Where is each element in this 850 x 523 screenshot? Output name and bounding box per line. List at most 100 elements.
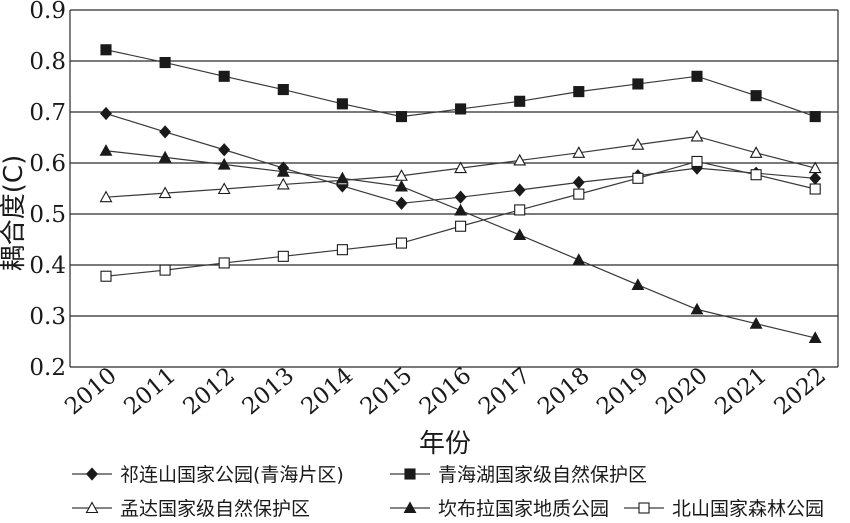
x-tick-label: 2011 (119, 363, 181, 421)
data-point (572, 175, 585, 190)
legend-label: 孟达国家级自然保护区 (120, 498, 310, 520)
series-line (105, 160, 816, 277)
x-axis-title: 年份 (419, 429, 471, 459)
data-point (513, 183, 526, 197)
x-tick-label: 2015 (356, 363, 418, 421)
data-point (749, 317, 763, 329)
data-point (217, 157, 231, 170)
y-axis-title: 耦合度(C) (0, 155, 29, 271)
series-lines (99, 44, 822, 343)
legend-label: 北山国家森林公园 (672, 498, 824, 520)
data-point (158, 150, 172, 163)
data-point (395, 237, 408, 249)
series-2 (100, 44, 821, 123)
data-point (335, 171, 349, 184)
data-point (276, 165, 290, 177)
data-point (218, 70, 230, 82)
data-point (632, 78, 644, 90)
data-point (749, 146, 763, 158)
data-point (573, 188, 585, 200)
data-point (99, 144, 113, 156)
x-tick-label: 2010 (60, 363, 122, 421)
legend-marker (86, 467, 98, 481)
data-point (514, 95, 526, 107)
legend-marker (85, 501, 99, 514)
y-tick-label: 0.9 (29, 0, 66, 24)
data-point (336, 98, 348, 110)
data-point (100, 270, 112, 282)
data-point (454, 203, 468, 216)
y-tick-label: 0.8 (29, 49, 66, 75)
data-point (100, 106, 112, 121)
legend-marker (638, 502, 650, 514)
y-tick-label: 0.7 (29, 100, 66, 126)
y-tick-label: 0.5 (29, 202, 66, 228)
data-point (690, 302, 704, 315)
legend-marker (403, 501, 417, 514)
data-point (809, 183, 821, 195)
data-point (276, 177, 290, 190)
data-point (690, 129, 704, 142)
x-tick-labels: 2010201120122013201420152016201720182019… (60, 363, 831, 421)
data-point (454, 161, 468, 174)
data-point (809, 111, 821, 123)
series-line (105, 150, 816, 339)
data-point (750, 169, 762, 181)
y-tick-label: 0.6 (29, 151, 66, 177)
data-point (217, 182, 231, 195)
data-point (632, 172, 644, 184)
data-point (631, 278, 645, 290)
data-point (395, 196, 408, 210)
x-tick-label: 2017 (474, 363, 536, 421)
data-point (808, 331, 822, 343)
series-4 (99, 144, 822, 343)
y-tick-labels: 0.2 0.3 0.4 0.5 0.6 0.7 0.8 0.9 (29, 0, 66, 381)
data-point (809, 171, 822, 185)
data-point (572, 146, 586, 158)
x-tick-label: 2014 (297, 363, 359, 421)
data-point (455, 220, 467, 232)
data-point (99, 190, 113, 203)
x-tick-label: 2016 (415, 363, 477, 421)
x-tick-label: 2012 (178, 363, 240, 421)
data-point (159, 125, 172, 139)
data-point (395, 111, 408, 123)
data-point (277, 250, 289, 262)
data-point (100, 44, 112, 56)
series-1 (100, 106, 822, 210)
x-tick-label: 2021 (710, 363, 772, 421)
series-5 (100, 155, 821, 282)
y-tick-label: 0.3 (29, 304, 66, 330)
data-point (218, 257, 230, 269)
data-point (691, 155, 703, 168)
data-point (159, 264, 171, 276)
y-tick-label: 0.4 (29, 253, 66, 279)
legend-item: 祁连山国家公园(青海片区) (72, 464, 344, 486)
data-point (395, 179, 408, 192)
data-point (808, 161, 822, 174)
legend-label: 坎布拉国家地质公园 (438, 498, 609, 520)
legend-item: 北山国家森林公园 (624, 498, 824, 520)
data-point (455, 103, 467, 115)
data-point (513, 228, 527, 240)
data-point (631, 137, 645, 150)
legend-label: 祁连山国家公园(青海片区) (120, 464, 344, 486)
data-point (158, 186, 172, 199)
data-point (750, 90, 762, 102)
x-tick-label: 2019 (592, 363, 654, 421)
data-point (691, 70, 703, 82)
gridlines (69, 9, 839, 368)
legend-item: 孟达国家级自然保护区 (72, 498, 310, 520)
legend-label: 青海湖国家级自然保护区 (438, 464, 647, 486)
x-tick-label: 2020 (651, 363, 713, 421)
series-3 (99, 129, 822, 203)
data-point (573, 86, 585, 98)
y-tick-label: 0.2 (29, 355, 66, 381)
data-point (277, 84, 289, 96)
data-point (218, 143, 231, 157)
data-point (159, 56, 171, 69)
data-point (454, 190, 467, 204)
data-point (513, 153, 527, 166)
